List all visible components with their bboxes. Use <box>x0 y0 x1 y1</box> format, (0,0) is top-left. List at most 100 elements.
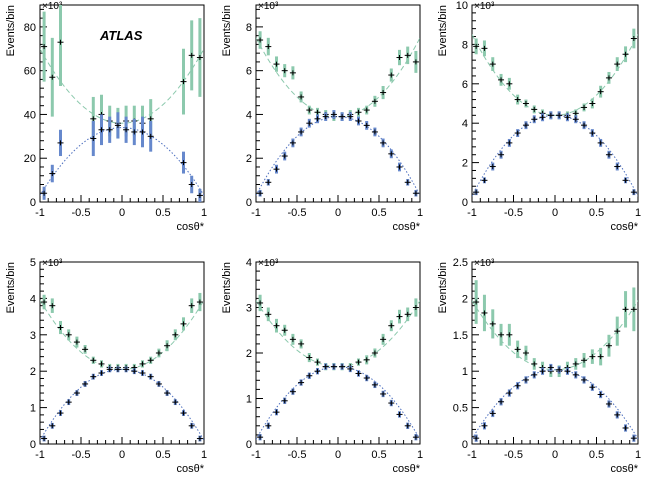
x-axis-label: cosθ* <box>610 221 638 233</box>
x-tick-label: 0.5 <box>589 207 604 219</box>
y-tick-label: 8 <box>246 22 252 34</box>
y-tick-label: 0.5 <box>453 403 468 415</box>
y-tick-label: 60 <box>24 66 36 78</box>
x-axis-label: cosθ* <box>176 463 204 475</box>
x-tick-label: 1 <box>417 449 423 461</box>
y-axis-label: Events/bin <box>221 5 233 56</box>
y-tick-label: 40 <box>24 109 36 121</box>
fit-curve-green <box>472 300 638 371</box>
x-tick-label: 0.5 <box>371 207 386 219</box>
x-tick-label: 0 <box>552 449 558 461</box>
y-tick-label: 8 <box>462 39 468 51</box>
fit-curve-blue <box>256 366 420 440</box>
x-tick-label: 0 <box>119 449 125 461</box>
x-tick-label: -1 <box>35 449 45 461</box>
y-tick-label: 4 <box>246 257 252 269</box>
x-tick-label: -1 <box>251 207 261 219</box>
y-tick-label: 0 <box>30 197 36 209</box>
y-tick-label: 5 <box>30 257 36 269</box>
x-tick-label: 1 <box>635 449 641 461</box>
fit-curve-blue <box>40 368 204 441</box>
fit-curve-blue <box>472 369 638 440</box>
chart-panel-top-middle: -1 -0.5 0 0.5 1 0 2 4 6 8 cosθ* Events/bin ×10³ <box>221 1 423 233</box>
plot-frame <box>471 261 639 445</box>
fit-curve-green <box>40 299 204 370</box>
fit-curve-green <box>256 300 420 368</box>
fit-curve-blue <box>472 114 638 197</box>
fit-curve-green <box>472 34 638 116</box>
x-tick-label: 1 <box>417 207 423 219</box>
y-tick-label: 0 <box>30 439 36 451</box>
x-axis-label: cosθ* <box>610 463 638 475</box>
plot-frame <box>471 4 639 203</box>
y-tick-label: 2 <box>246 348 252 360</box>
x-tick-label: -1 <box>467 207 477 219</box>
y-tick-label: 10 <box>456 0 468 12</box>
y-axis-label: Events/bin <box>5 262 17 313</box>
x-tick-label: 0.5 <box>371 449 386 461</box>
x-tick-label: 0 <box>335 449 341 461</box>
exponent-label: ×10³ <box>474 1 495 12</box>
fit-curve-blue <box>256 116 420 196</box>
x-tick-label: 0.5 <box>155 449 170 461</box>
y-tick-label: 80 <box>24 22 36 34</box>
y-tick-label: 0 <box>462 197 468 209</box>
y-axis-label: Events/bin <box>437 262 449 313</box>
y-tick-label: 4 <box>246 109 252 121</box>
y-tick-label: 4 <box>462 118 468 130</box>
x-tick-label: 1 <box>201 449 207 461</box>
chart-panel-bottom-middle: -1 -0.5 0 0.5 1 0 1 2 3 4 cosθ* Events/bin ×10³ <box>221 257 423 475</box>
x-tick-label: -0.5 <box>288 449 307 461</box>
plot-frame <box>255 261 421 445</box>
x-tick-label: -0.5 <box>72 449 91 461</box>
y-tick-label: 1 <box>462 366 468 378</box>
y-tick-label: 4 <box>30 293 36 305</box>
exponent-label: ×10³ <box>42 258 63 269</box>
x-tick-label: -1 <box>467 449 477 461</box>
x-tick-label: -0.5 <box>504 207 523 219</box>
plot-frame <box>255 4 421 203</box>
exponent-label: ×10³ <box>474 258 495 269</box>
chart-panel-bottom-left: -1 -0.5 0 0.5 1 0 1 2 3 4 5 cosθ* Events/bin ×10³ <box>5 257 207 475</box>
chart-panel-top-left: -1 -0.5 0 0.5 1 0 20 40 60 80 cosθ* Events/bin ×10³ A… <box>5 1 207 233</box>
y-axis-label: Events/bin <box>437 5 449 56</box>
y-axis-label: Events/bin <box>221 262 233 313</box>
x-tick-label: 1 <box>635 207 641 219</box>
chart-panel-bottom-right: -1 -0.5 0 0.5 1 0 0.5 1 1.5 2 2.5 cosθ* Events/bin ×1… <box>437 257 641 475</box>
x-tick-label: 0.5 <box>589 449 604 461</box>
y-tick-label: 0 <box>246 197 252 209</box>
y-tick-label: 0 <box>462 439 468 451</box>
y-axis-label: Events/bin <box>5 5 17 56</box>
y-tick-label: 0 <box>246 439 252 451</box>
x-tick-label: -1 <box>35 207 45 219</box>
x-tick-label: -0.5 <box>288 207 307 219</box>
plot-frame <box>39 261 205 445</box>
y-tick-label: 2.5 <box>453 257 468 269</box>
x-tick-label: -1 <box>251 449 261 461</box>
y-tick-label: 3 <box>30 330 36 342</box>
exponent-label: ×10³ <box>42 1 63 12</box>
y-tick-label: 2 <box>246 153 252 165</box>
y-tick-label: 2 <box>462 293 468 305</box>
x-tick-label: 0.5 <box>155 207 170 219</box>
y-tick-label: 1.5 <box>453 330 468 342</box>
y-tick-label: 3 <box>246 303 252 315</box>
y-tick-label: 2 <box>30 366 36 378</box>
x-axis-label: cosθ* <box>392 463 420 475</box>
fit-curve-green <box>256 37 420 118</box>
x-tick-label: -0.5 <box>72 207 91 219</box>
fit-curve-green <box>40 48 204 124</box>
x-tick-label: 1 <box>201 207 207 219</box>
fit-curve-blue <box>40 127 204 196</box>
y-tick-label: 6 <box>462 79 468 91</box>
y-tick-label: 1 <box>246 394 252 406</box>
x-axis-label: cosθ* <box>392 221 420 233</box>
x-tick-label: -0.5 <box>504 449 523 461</box>
x-tick-label: 0 <box>119 207 125 219</box>
exponent-label: ×10³ <box>258 1 279 12</box>
y-tick-label: 1 <box>30 403 36 415</box>
x-tick-label: 0 <box>552 207 558 219</box>
x-tick-label: 0 <box>335 207 341 219</box>
